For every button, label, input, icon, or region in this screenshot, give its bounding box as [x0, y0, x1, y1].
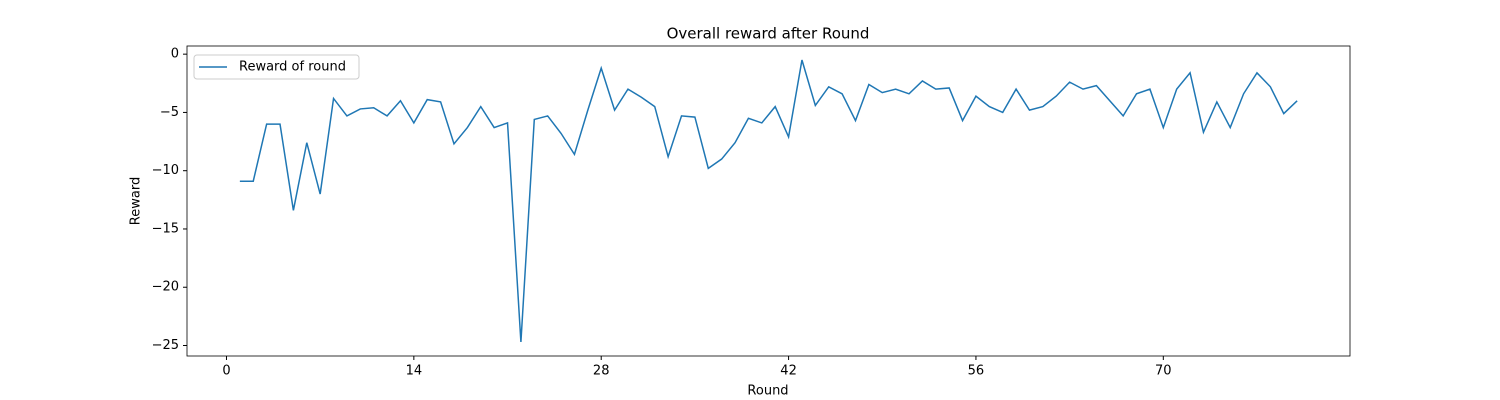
y-tick-label: −20: [152, 280, 179, 295]
x-tick-label: 70: [1155, 364, 1172, 379]
x-tick-label: 28: [593, 364, 610, 379]
x-tick-label: 14: [406, 364, 423, 379]
y-tick-label: −15: [152, 221, 179, 236]
y-tick-label: −5: [160, 105, 179, 120]
x-tick-label: 0: [222, 364, 230, 379]
x-tick-label: 56: [968, 364, 985, 379]
chart-title: Overall reward after Round: [667, 25, 870, 43]
plot-frame: [186, 45, 1351, 357]
y-tick-label: −25: [152, 338, 179, 353]
line-series: [239, 59, 1298, 343]
legend-label: Reward of round: [239, 60, 346, 75]
x-tick-label: 42: [780, 364, 797, 379]
legend-box: [193, 54, 360, 80]
y-axis-label: Reward: [129, 177, 144, 225]
y-tick-label: 0: [171, 47, 179, 62]
y-tick-label: −10: [152, 163, 179, 178]
x-axis-label: Round: [747, 384, 788, 399]
